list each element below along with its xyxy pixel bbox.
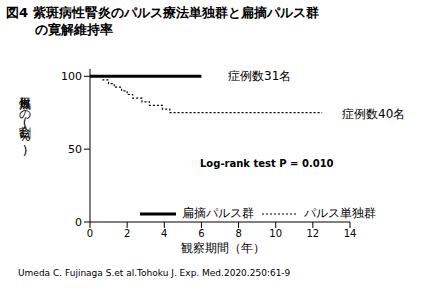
- svg-text:0: 0: [75, 216, 82, 229]
- html-text:症例数31名: 症例数31名: [228, 69, 292, 83]
- html-text:再燃無しの割合(%): 再燃無しの割合(%): [18, 88, 32, 158]
- html-text:観察期間（年）: 観察期間（年）: [180, 241, 265, 255]
- html-text:症例数40名: 症例数40名: [342, 107, 406, 121]
- svg-text:12: 12: [306, 228, 319, 239]
- html-text:Umeda C. Fujinaga S.et al.Toho: Umeda C. Fujinaga S.et al.Tohoku J. Exp.…: [18, 268, 291, 278]
- svg-text:2: 2: [124, 228, 130, 239]
- svg-text:4: 4: [161, 228, 167, 239]
- html-text:図4 紫斑病性腎炎のパルス療法単独群と扁摘パルス群 の寛解維: 図4 紫斑病性腎炎のパルス療法単独群と扁摘パルス群 の寛解維持率: [6, 5, 319, 37]
- html-text:パルス単独群: パルス単独群: [304, 206, 376, 220]
- svg-text:10: 10: [269, 228, 282, 239]
- html-text:扁摘パルス群: 扁摘パルス群: [182, 206, 254, 220]
- svg-text:100: 100: [61, 70, 82, 83]
- svg-text:6: 6: [198, 228, 204, 239]
- svg-text:8: 8: [235, 228, 241, 239]
- html-text:Log-rank test P = 0.010: Log-rank test P = 0.010: [200, 158, 334, 169]
- svg-text:50: 50: [68, 143, 82, 156]
- svg-text:14: 14: [344, 228, 357, 239]
- svg-text:0: 0: [87, 228, 93, 239]
